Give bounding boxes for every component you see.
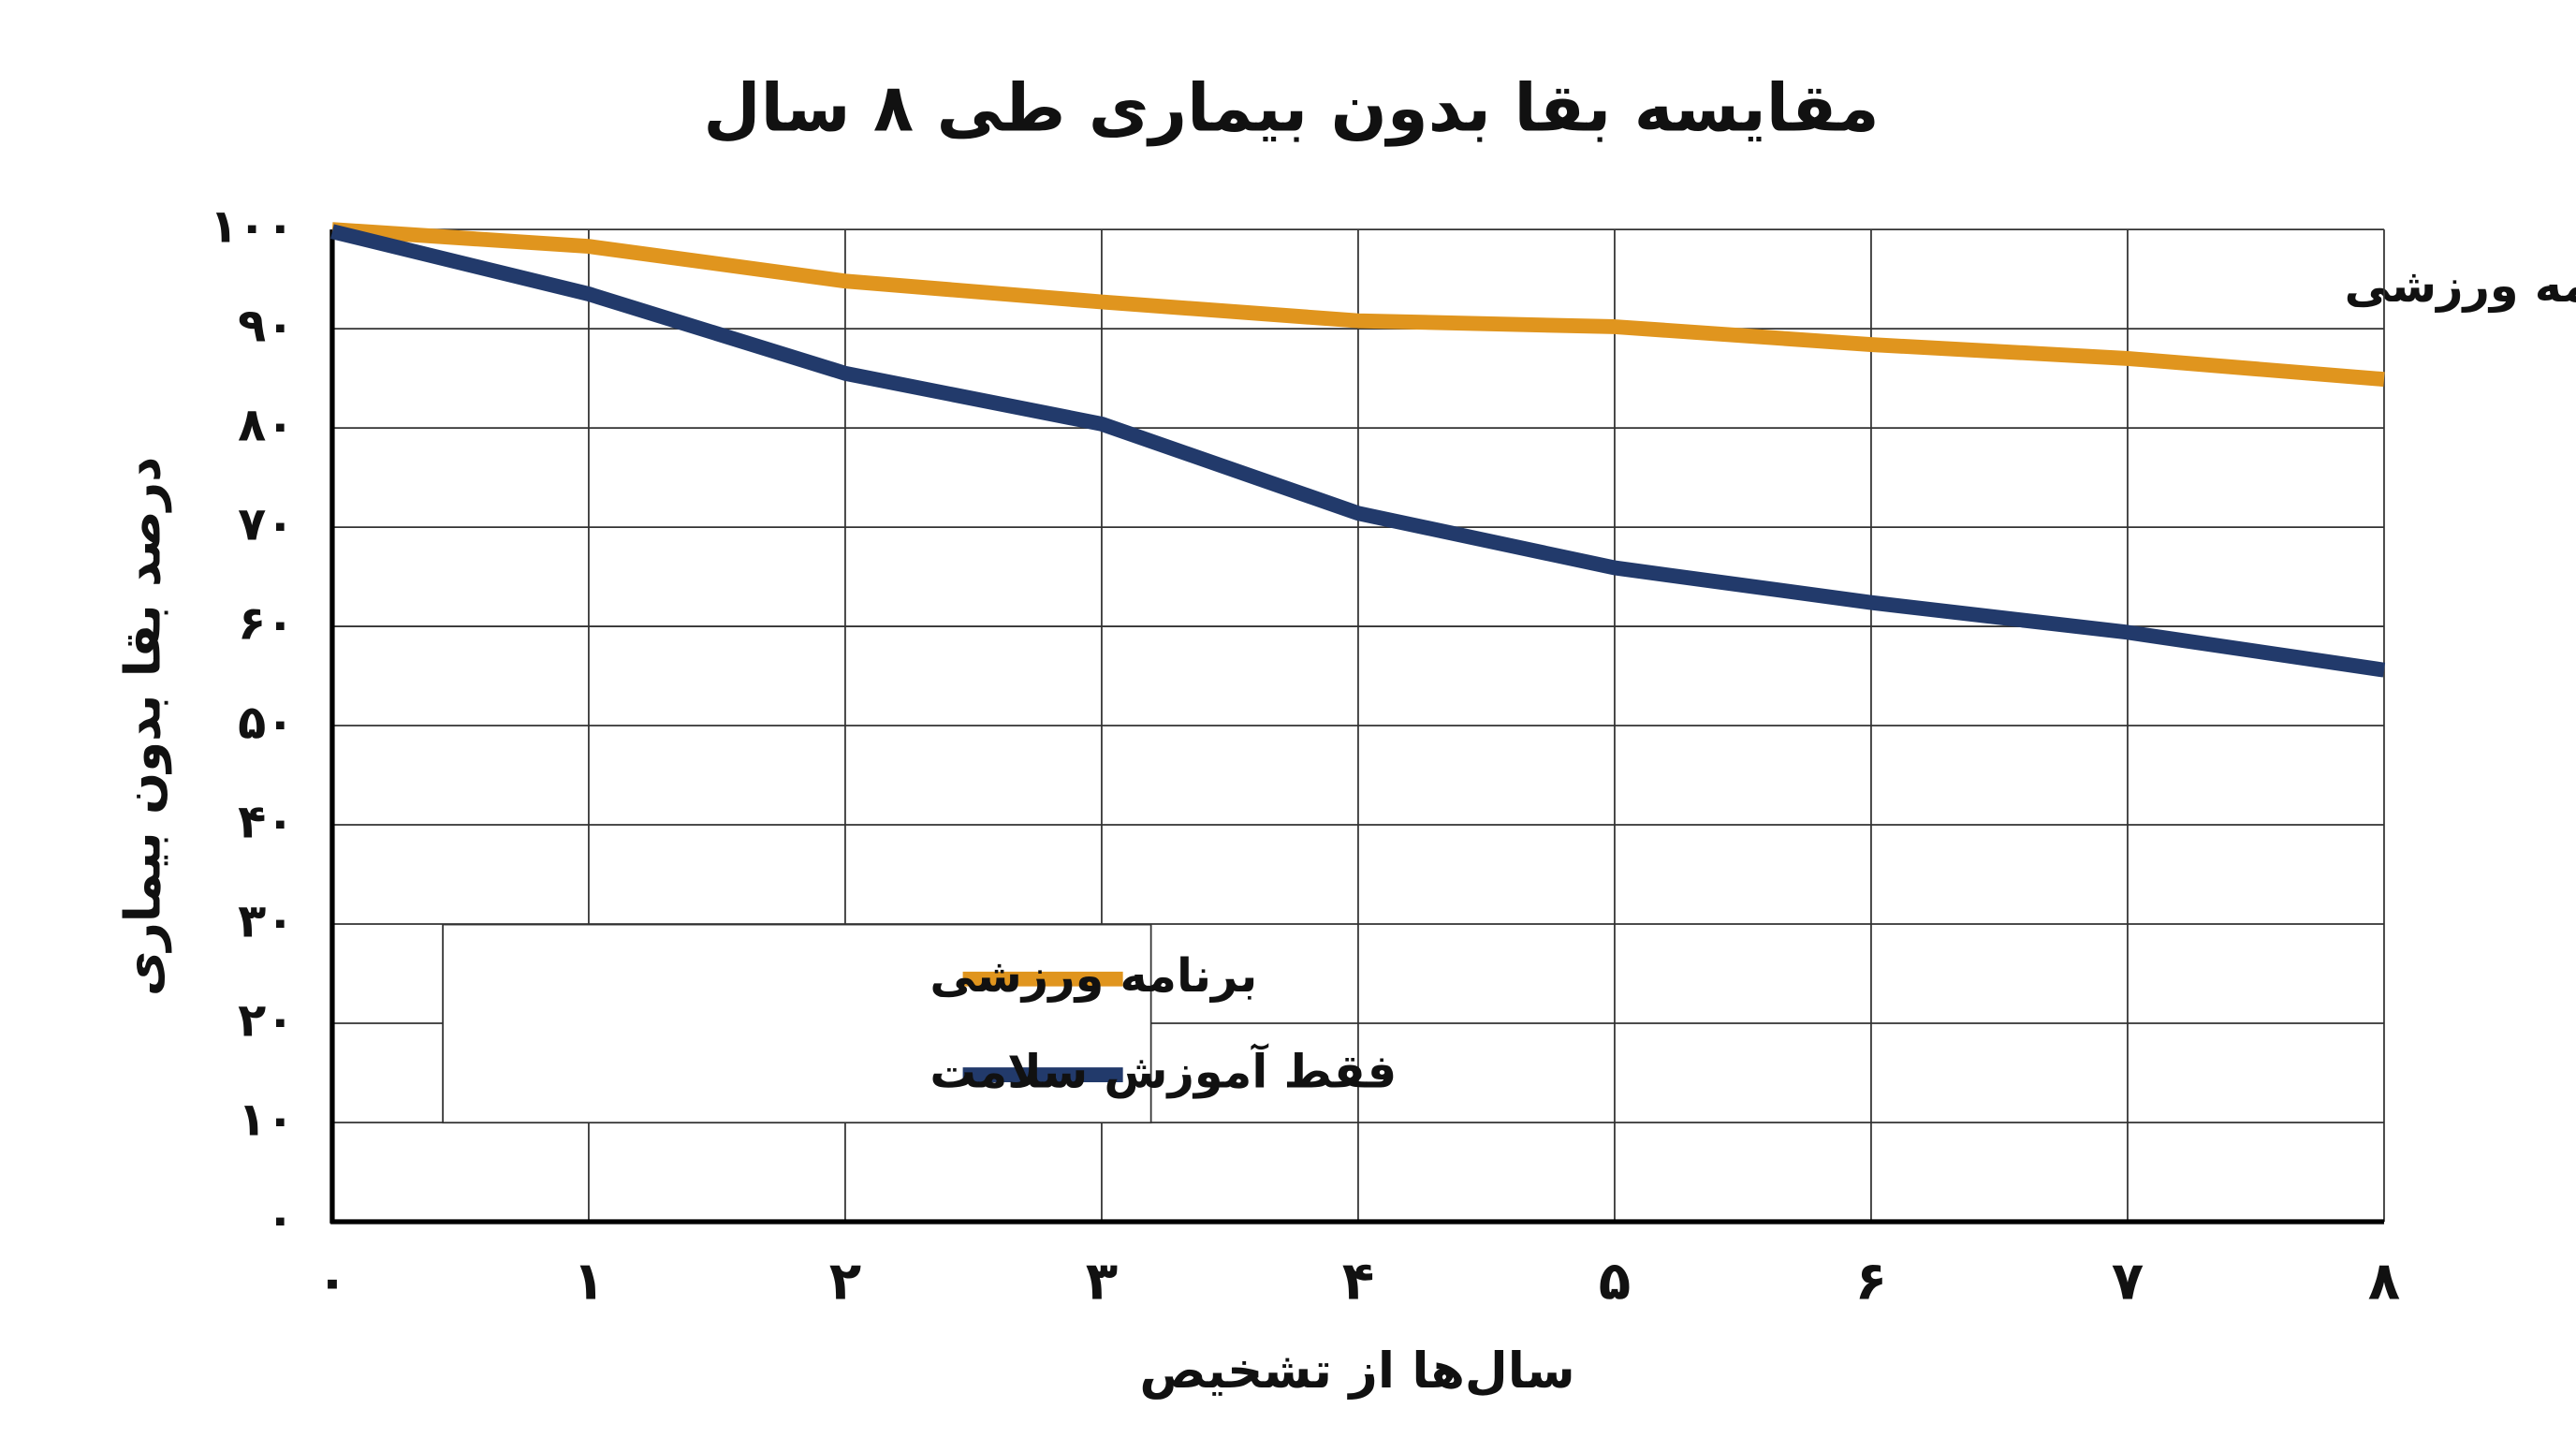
y-tick-label: ۶۰ <box>238 596 294 651</box>
y-tick-label: ۵۰ <box>238 696 294 750</box>
x-tick-label: ۴ <box>1342 1252 1374 1313</box>
legend-label: فقط آموزش سلامت <box>929 1043 1397 1100</box>
y-tick-label: ۹۰ <box>238 299 294 353</box>
chart-title: مقایسه بقا بدون بیماری طی ۸ سال <box>703 69 1879 146</box>
y-tick-label: ۳۰ <box>238 894 294 948</box>
y-axis-label: درصد بقا بدون بیماری <box>114 457 171 996</box>
legend-label: برنامه ورزشی <box>929 948 1257 1004</box>
annotation: برنامه ورزشی <box>2345 258 2576 314</box>
x-tick-label: ۳ <box>1086 1252 1118 1313</box>
x-tick-label: ۷ <box>2112 1252 2144 1313</box>
legend: برنامه ورزشی فقط آموزش سلامت <box>442 923 1397 1124</box>
y-tick-label: ۸۰ <box>238 398 294 452</box>
y-tick-label: ۲۰ <box>238 993 294 1048</box>
x-tick-label: ۵ <box>1599 1252 1631 1313</box>
x-tick-label: ۶ <box>1855 1252 1887 1313</box>
series-line <box>330 224 2386 678</box>
x-axis-label: سال‌ها از تشخیص <box>1139 1343 1574 1400</box>
y-tick-label: ۰ <box>266 1191 294 1245</box>
y-tick-label: ۱۰۰ <box>210 199 294 254</box>
x-tick-label: ۰ <box>316 1252 348 1313</box>
y-tick-label: ۱۰ <box>238 1092 294 1146</box>
legend-box <box>442 923 1152 1124</box>
x-tick-label: ۸ <box>2368 1252 2400 1313</box>
y-tick-label: ۷۰ <box>238 497 294 551</box>
y-tick-label: ۴۰ <box>238 795 294 849</box>
series-line <box>331 222 2385 388</box>
x-tick-label: ۲ <box>829 1252 861 1313</box>
x-tick-label: ۱ <box>573 1252 605 1313</box>
